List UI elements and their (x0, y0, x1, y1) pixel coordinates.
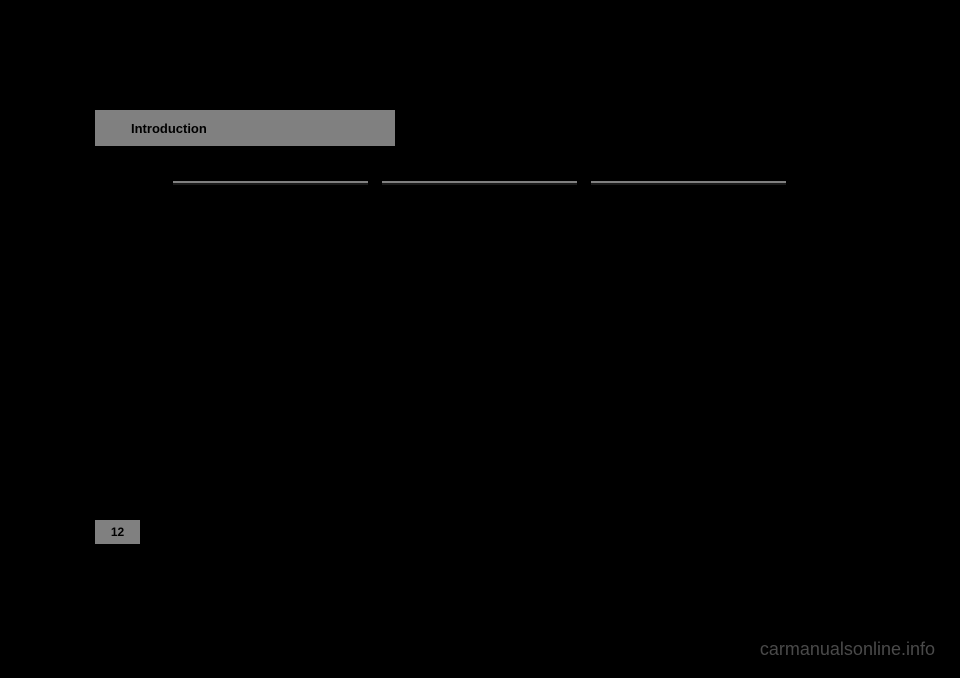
section-tab: Introduction (95, 110, 395, 146)
column-headers (173, 181, 786, 185)
page-number-box: 12 (95, 520, 140, 544)
column-header-2 (382, 181, 577, 185)
page-container: Introduction 12 (95, 35, 865, 555)
watermark: carmanualsonline.info (760, 639, 935, 660)
section-label: Introduction (131, 121, 207, 136)
page-number: 12 (111, 525, 124, 539)
column-header-3 (591, 181, 786, 185)
column-header-1 (173, 181, 368, 185)
